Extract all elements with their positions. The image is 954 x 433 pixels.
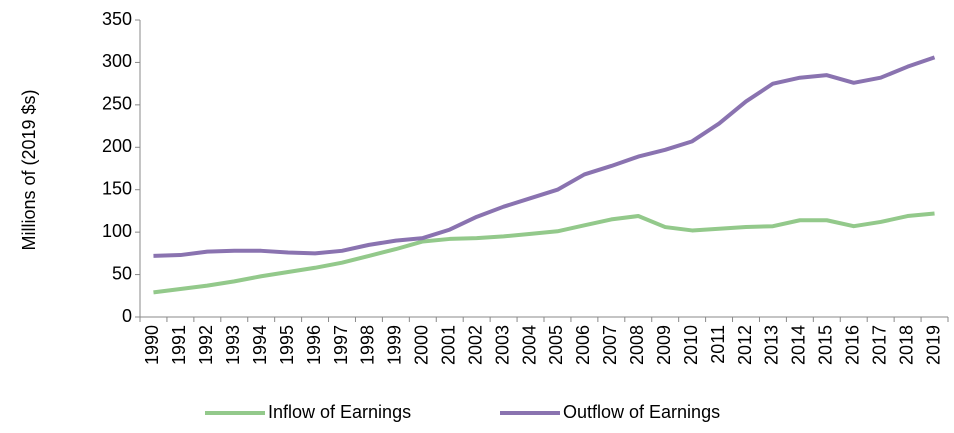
x-tick-label: 2007 [600, 325, 620, 365]
x-tick-label: 1996 [304, 325, 324, 365]
x-tick-label: 1993 [223, 325, 243, 365]
x-tick-label: 2006 [573, 325, 593, 365]
x-tick-label: 2014 [789, 325, 809, 365]
x-tick-label: 2016 [842, 325, 862, 365]
x-tick-label: 1994 [250, 325, 270, 365]
y-tick-label: 350 [102, 9, 132, 29]
x-tick-label: 2008 [627, 325, 647, 365]
x-tick-label: 1995 [277, 325, 297, 365]
x-tick-label: 2005 [546, 325, 566, 365]
x-tick-label: 2019 [923, 325, 943, 365]
x-tick-label: 1991 [169, 325, 189, 365]
series-line [153, 211, 935, 295]
x-tick-label: 2004 [519, 325, 539, 365]
legend-label: Outflow of Earnings [563, 402, 720, 422]
y-tick-label: 150 [102, 178, 132, 198]
x-tick-label: 2001 [438, 325, 458, 365]
x-tick-label: 2012 [735, 325, 755, 365]
x-tick-label: 1992 [196, 325, 216, 365]
y-tick-label: 0 [122, 306, 132, 326]
x-tick-label: 2010 [681, 325, 701, 365]
y-tick-label: 250 [102, 94, 132, 114]
x-tick-label: 2000 [412, 325, 432, 365]
y-tick-label: 100 [102, 221, 132, 241]
x-tick-label: 1997 [331, 325, 351, 365]
x-tick-label: 2013 [762, 325, 782, 365]
y-tick-label: 50 [112, 263, 132, 283]
x-tick-label: 1999 [385, 325, 405, 365]
x-tick-label: 2003 [492, 325, 512, 365]
x-tick-label: 2015 [816, 325, 836, 365]
x-tick-label: 2009 [654, 325, 674, 365]
legend-label: Inflow of Earnings [268, 402, 411, 422]
x-tick-label: 1998 [358, 325, 378, 365]
x-tick-label: 2011 [708, 325, 728, 364]
x-tick-label: 2002 [465, 325, 485, 365]
x-tick-label: 2017 [869, 325, 889, 365]
x-tick-label: 1990 [142, 325, 162, 365]
y-tick-label: 300 [102, 51, 132, 71]
series-line [153, 55, 936, 258]
x-tick-label: 2018 [896, 325, 916, 365]
y-axis-title: Millions of (2019 $s) [19, 89, 39, 250]
y-tick-label: 200 [102, 136, 132, 156]
